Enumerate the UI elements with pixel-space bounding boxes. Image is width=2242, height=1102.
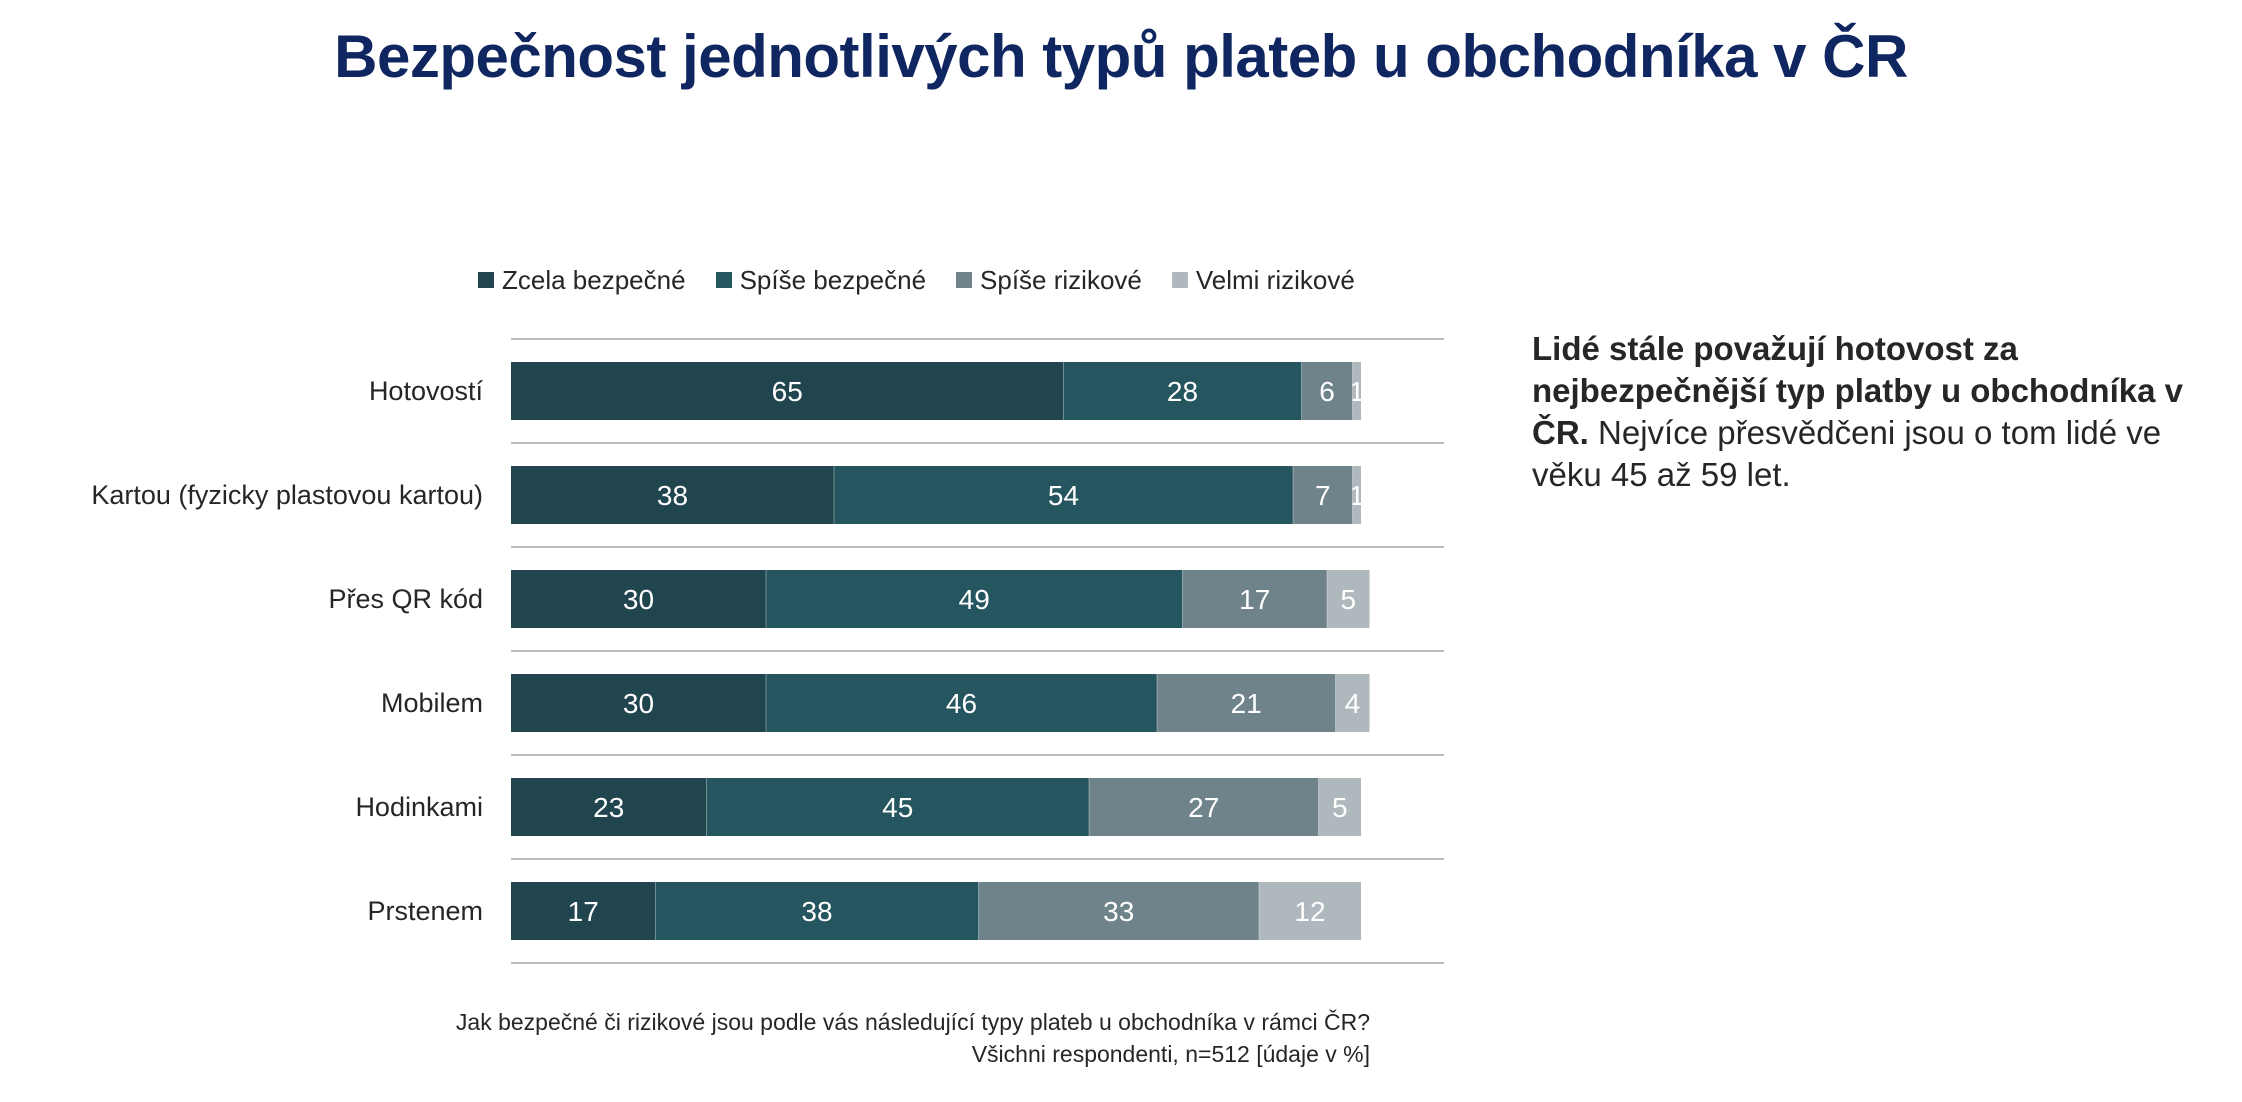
bar-segment-spise-bezpecne bbox=[766, 570, 1183, 628]
page-title: Bezpečnost jednotlivých typů plateb u ob… bbox=[334, 23, 1908, 90]
bar-segment-spise-bezpecne bbox=[834, 466, 1293, 524]
bar-segment-zcela-bezpecne bbox=[511, 466, 834, 524]
data-label: 54 bbox=[1048, 480, 1079, 511]
data-label: 28 bbox=[1167, 376, 1198, 407]
bar-segment-velmi-rizikove bbox=[1259, 882, 1361, 940]
footnote-base: Všichni respondenti, n=512 [údaje v %] bbox=[971, 1041, 1370, 1067]
bar-segment-spise-bezpecne bbox=[1063, 362, 1302, 420]
category-label: Hodinkami bbox=[355, 792, 483, 822]
bar-segment-zcela-bezpecne bbox=[511, 778, 707, 836]
legend-swatch bbox=[478, 272, 494, 288]
category-label: Kartou (fyzicky plastovou kartou) bbox=[91, 480, 483, 510]
legend-label: Zcela bezpečné bbox=[502, 264, 686, 295]
legend-label: Spíše rizikové bbox=[980, 264, 1142, 295]
legend-item-spise-rizikove: Spíše rizikové bbox=[956, 265, 1142, 296]
data-label: 30 bbox=[623, 584, 654, 615]
data-label: 6 bbox=[1319, 376, 1335, 407]
data-label: 7 bbox=[1315, 480, 1331, 511]
bar-segment-zcela-bezpecne bbox=[511, 882, 656, 940]
data-label: 1 bbox=[1349, 480, 1365, 511]
data-label: 5 bbox=[1332, 792, 1348, 823]
data-label: 21 bbox=[1231, 688, 1262, 719]
data-label: 17 bbox=[568, 896, 599, 927]
legend-item-spise-bezpecne: Spíše bezpečné bbox=[715, 264, 927, 296]
bar-segment-velmi-rizikove bbox=[1327, 570, 1370, 628]
insight-text: Lidé stále považují hotovost za nejbezpe… bbox=[1532, 328, 2212, 496]
legend-swatch bbox=[1171, 272, 1188, 288]
bar-segment-spise-rizikove bbox=[1293, 466, 1353, 524]
data-label: 30 bbox=[623, 688, 654, 719]
footnote-question: Jak bezpečné či rizikové jsou podle vás … bbox=[455, 1009, 1370, 1035]
insight-bold: Lidé stále považují hotovost za nejbezpe… bbox=[1532, 330, 2183, 451]
data-label: 1 bbox=[1349, 376, 1365, 407]
bar-segment-zcela-bezpecne bbox=[511, 674, 766, 732]
legend-label: Velmi rizikové bbox=[1195, 264, 1355, 295]
legend-item-zcela-bezpecne: Zcela bezpečné bbox=[478, 265, 686, 296]
bar-segment-zcela-bezpecne bbox=[511, 570, 766, 628]
footnote: Jak bezpečné či rizikové jsou podle vás … bbox=[300, 1006, 1370, 1070]
data-label: 65 bbox=[772, 376, 803, 407]
bar-segment-velmi-rizikove bbox=[1335, 674, 1370, 732]
insight-normal: Nejvíce přesvědčeni jsou o tom lidé ve v… bbox=[1532, 414, 2162, 493]
category-label: Mobilem bbox=[381, 688, 483, 718]
category-label: Hotovostí bbox=[369, 376, 484, 406]
data-label: 17 bbox=[1239, 584, 1270, 615]
bar-segment-spise-rizikove bbox=[1157, 674, 1336, 732]
bar-segment-spise-rizikove bbox=[1182, 570, 1327, 628]
bar-segment-spise-rizikove bbox=[978, 882, 1259, 940]
bar-segment-spise-rizikove bbox=[1089, 778, 1319, 836]
data-label: 5 bbox=[1340, 584, 1356, 615]
bar-segment-spise-bezpecne bbox=[766, 674, 1157, 732]
category-label: Prstenem bbox=[367, 896, 483, 926]
bar-segment-spise-bezpecne bbox=[706, 778, 1089, 836]
data-label: 38 bbox=[801, 896, 832, 927]
category-label: Přes QR kód bbox=[328, 584, 483, 614]
data-label: 23 bbox=[593, 792, 624, 823]
legend-label: Spíše bezpečné bbox=[739, 264, 927, 295]
legend-swatch bbox=[956, 272, 973, 288]
data-label: 49 bbox=[959, 584, 990, 615]
data-label: 12 bbox=[1294, 896, 1325, 927]
bar-segment-zcela-bezpecne bbox=[511, 362, 1064, 420]
data-label: 45 bbox=[882, 792, 913, 823]
legend: Zcela bezpečné Spíše bezpečné Spíše riziko… bbox=[478, 262, 1385, 298]
legend-swatch bbox=[715, 272, 732, 288]
bar-segment-velmi-rizikove bbox=[1352, 362, 1361, 420]
data-label: 33 bbox=[1103, 896, 1134, 927]
bar-segment-velmi-rizikove bbox=[1352, 466, 1361, 524]
bar-segment-spise-bezpecne bbox=[655, 882, 979, 940]
data-label: 46 bbox=[946, 688, 977, 719]
bar-segment-spise-rizikove bbox=[1301, 362, 1353, 420]
data-label: 27 bbox=[1188, 792, 1219, 823]
data-label: 4 bbox=[1345, 688, 1361, 719]
bar-segment-velmi-rizikove bbox=[1318, 778, 1361, 836]
legend-item-velmi-rizikove: Velmi rizikové bbox=[1171, 264, 1355, 296]
data-label: 38 bbox=[657, 480, 688, 511]
